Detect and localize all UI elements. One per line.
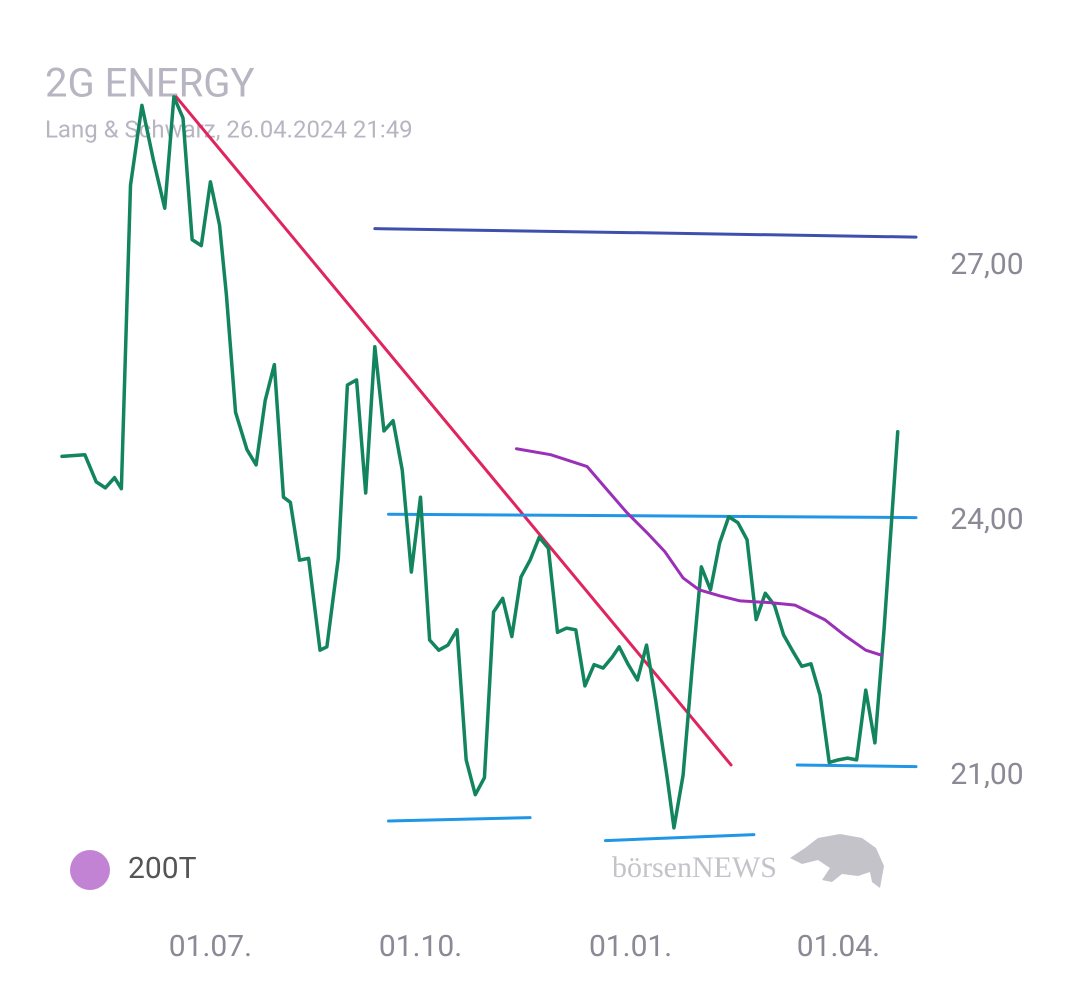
watermark-logo: börsenNEWS (612, 834, 884, 888)
trend-line (387, 512, 918, 520)
x-tick-label: 01.10. (379, 929, 462, 964)
legend-label: 200T (128, 851, 197, 886)
x-tick-label: 01.01. (589, 929, 672, 964)
legend-swatch (70, 850, 110, 890)
y-tick-label: 27,00 (950, 247, 1023, 282)
trend-line (387, 816, 532, 823)
x-tick-label: 01.07. (169, 929, 252, 964)
x-tick-label: 01.04. (797, 929, 880, 964)
series-line (60, 95, 900, 830)
chart-subtitle: Lang & Schwarz, 26.04.2024 21:49 (45, 115, 413, 143)
y-tick-label: 21,00 (950, 757, 1023, 792)
trend-line (174, 95, 733, 767)
trend-line (603, 833, 756, 843)
series-line (514, 447, 884, 657)
watermark: börsenNEWS (612, 851, 777, 884)
trend-line (373, 227, 918, 239)
y-tick-label: 24,00 (950, 502, 1023, 537)
bull-icon (790, 834, 884, 888)
chart-title: 2G ENERGY (45, 60, 255, 107)
trend-line (795, 763, 918, 769)
